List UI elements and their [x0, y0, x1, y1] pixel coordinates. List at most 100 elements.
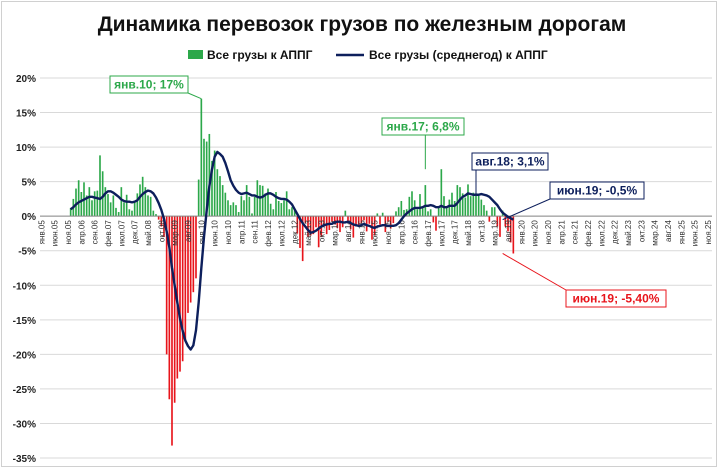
- bar: [440, 169, 443, 217]
- bar: [373, 216, 376, 236]
- bar: [229, 205, 232, 217]
- x-tick-label: окт.18: [477, 220, 486, 242]
- bar: [376, 213, 379, 217]
- x-tick-label: окт.23: [637, 220, 646, 242]
- annotation-label: авг.18; 3,1%: [475, 155, 545, 169]
- bar: [115, 207, 117, 217]
- x-tick-label: июн.20: [531, 220, 540, 247]
- bar: [224, 192, 227, 217]
- bar: [259, 185, 261, 217]
- bar: [88, 187, 91, 217]
- x-tick-label: янв.15: [357, 220, 366, 245]
- bar: [232, 202, 235, 217]
- bar: [339, 216, 341, 233]
- x-tick-label: апр.11: [237, 220, 246, 244]
- bar: [195, 216, 197, 279]
- y-tick-label: 0%: [22, 212, 37, 223]
- bar: [253, 196, 256, 217]
- x-tick-label: окт.08: [157, 220, 166, 242]
- bar: [125, 194, 128, 217]
- bar: [432, 216, 435, 223]
- x-tick-label: мар.24: [651, 220, 660, 246]
- x-tick-label: ноя.10: [224, 220, 233, 245]
- x-tick-label: июн.10: [211, 220, 220, 247]
- x-tick-label: янв.05: [37, 220, 46, 245]
- bar: [147, 195, 149, 217]
- bar: [472, 192, 475, 217]
- bar: [235, 205, 237, 217]
- bar: [211, 160, 213, 217]
- x-tick-label: ноя.25: [704, 220, 713, 245]
- x-tick-label: июл.07: [117, 220, 126, 247]
- bar: [355, 216, 357, 227]
- bar: [101, 171, 104, 217]
- annotation-box: [549, 181, 645, 200]
- bar: [288, 209, 291, 217]
- x-tick-label: май.23: [624, 220, 633, 246]
- bar: [112, 195, 115, 217]
- x-tick-label: июл.22: [597, 220, 606, 247]
- bar: [333, 216, 336, 225]
- bar: [299, 216, 301, 248]
- x-tick-label: фев.22: [584, 220, 593, 247]
- bar: [269, 203, 272, 217]
- bar: [496, 216, 499, 227]
- bar: [363, 216, 365, 221]
- bar: [459, 187, 461, 217]
- bar: [80, 192, 83, 217]
- bar: [179, 216, 181, 372]
- x-tick-label: май.13: [304, 220, 313, 246]
- annotation-label: янв.10; 17%: [114, 78, 184, 92]
- bar: [256, 180, 259, 217]
- x-tick-label: июн.25: [691, 220, 700, 247]
- x-tick-label: мар.14: [331, 220, 340, 246]
- x-tick-label: фев.17: [424, 220, 433, 247]
- y-tick-label: -10%: [13, 281, 36, 292]
- bar: [301, 216, 304, 262]
- legend-bar-swatch: [188, 50, 203, 59]
- x-tick-label: июн.15: [371, 220, 380, 247]
- bar: [480, 199, 483, 217]
- bar: [509, 216, 512, 243]
- bar: [392, 216, 395, 224]
- y-tick-label: 5%: [22, 178, 37, 189]
- bar: [312, 216, 315, 235]
- bar: [144, 187, 147, 217]
- x-axis: янв.05 июн.05 ноя.05 апр.06 сен.06 фев.07 июл.…: [37, 215, 713, 247]
- bar: [352, 216, 355, 238]
- bar: [107, 194, 109, 217]
- bar: [117, 212, 120, 217]
- legend: Все грузы к АППГ Все грузы (среднегод) к…: [188, 48, 548, 62]
- bar: [485, 210, 488, 217]
- bar: [456, 185, 459, 217]
- bar: [261, 185, 264, 217]
- bar: [267, 188, 269, 217]
- bar: [205, 141, 208, 217]
- bar: [424, 185, 427, 217]
- bar: [168, 216, 171, 400]
- annotation-leader: [502, 198, 551, 221]
- bar: [91, 200, 93, 217]
- bar: [309, 216, 312, 236]
- x-tick-label: июл.17: [437, 220, 446, 247]
- bar: [251, 213, 253, 217]
- bar: [483, 205, 485, 217]
- annotation-label: июн.19; -5,40%: [573, 292, 660, 306]
- bar: [96, 190, 99, 217]
- bar: [243, 200, 245, 217]
- bar: [397, 207, 400, 217]
- series-line: [69, 150, 514, 351]
- x-tick-label: авг.09: [184, 220, 193, 242]
- bar: [272, 209, 275, 217]
- annotation-leader: [502, 253, 567, 291]
- bar: [437, 207, 440, 217]
- bar: [120, 187, 123, 217]
- bar: [291, 207, 293, 217]
- bar: [357, 216, 360, 226]
- bar: [200, 98, 203, 217]
- bar: [157, 216, 160, 220]
- bar: [387, 216, 389, 222]
